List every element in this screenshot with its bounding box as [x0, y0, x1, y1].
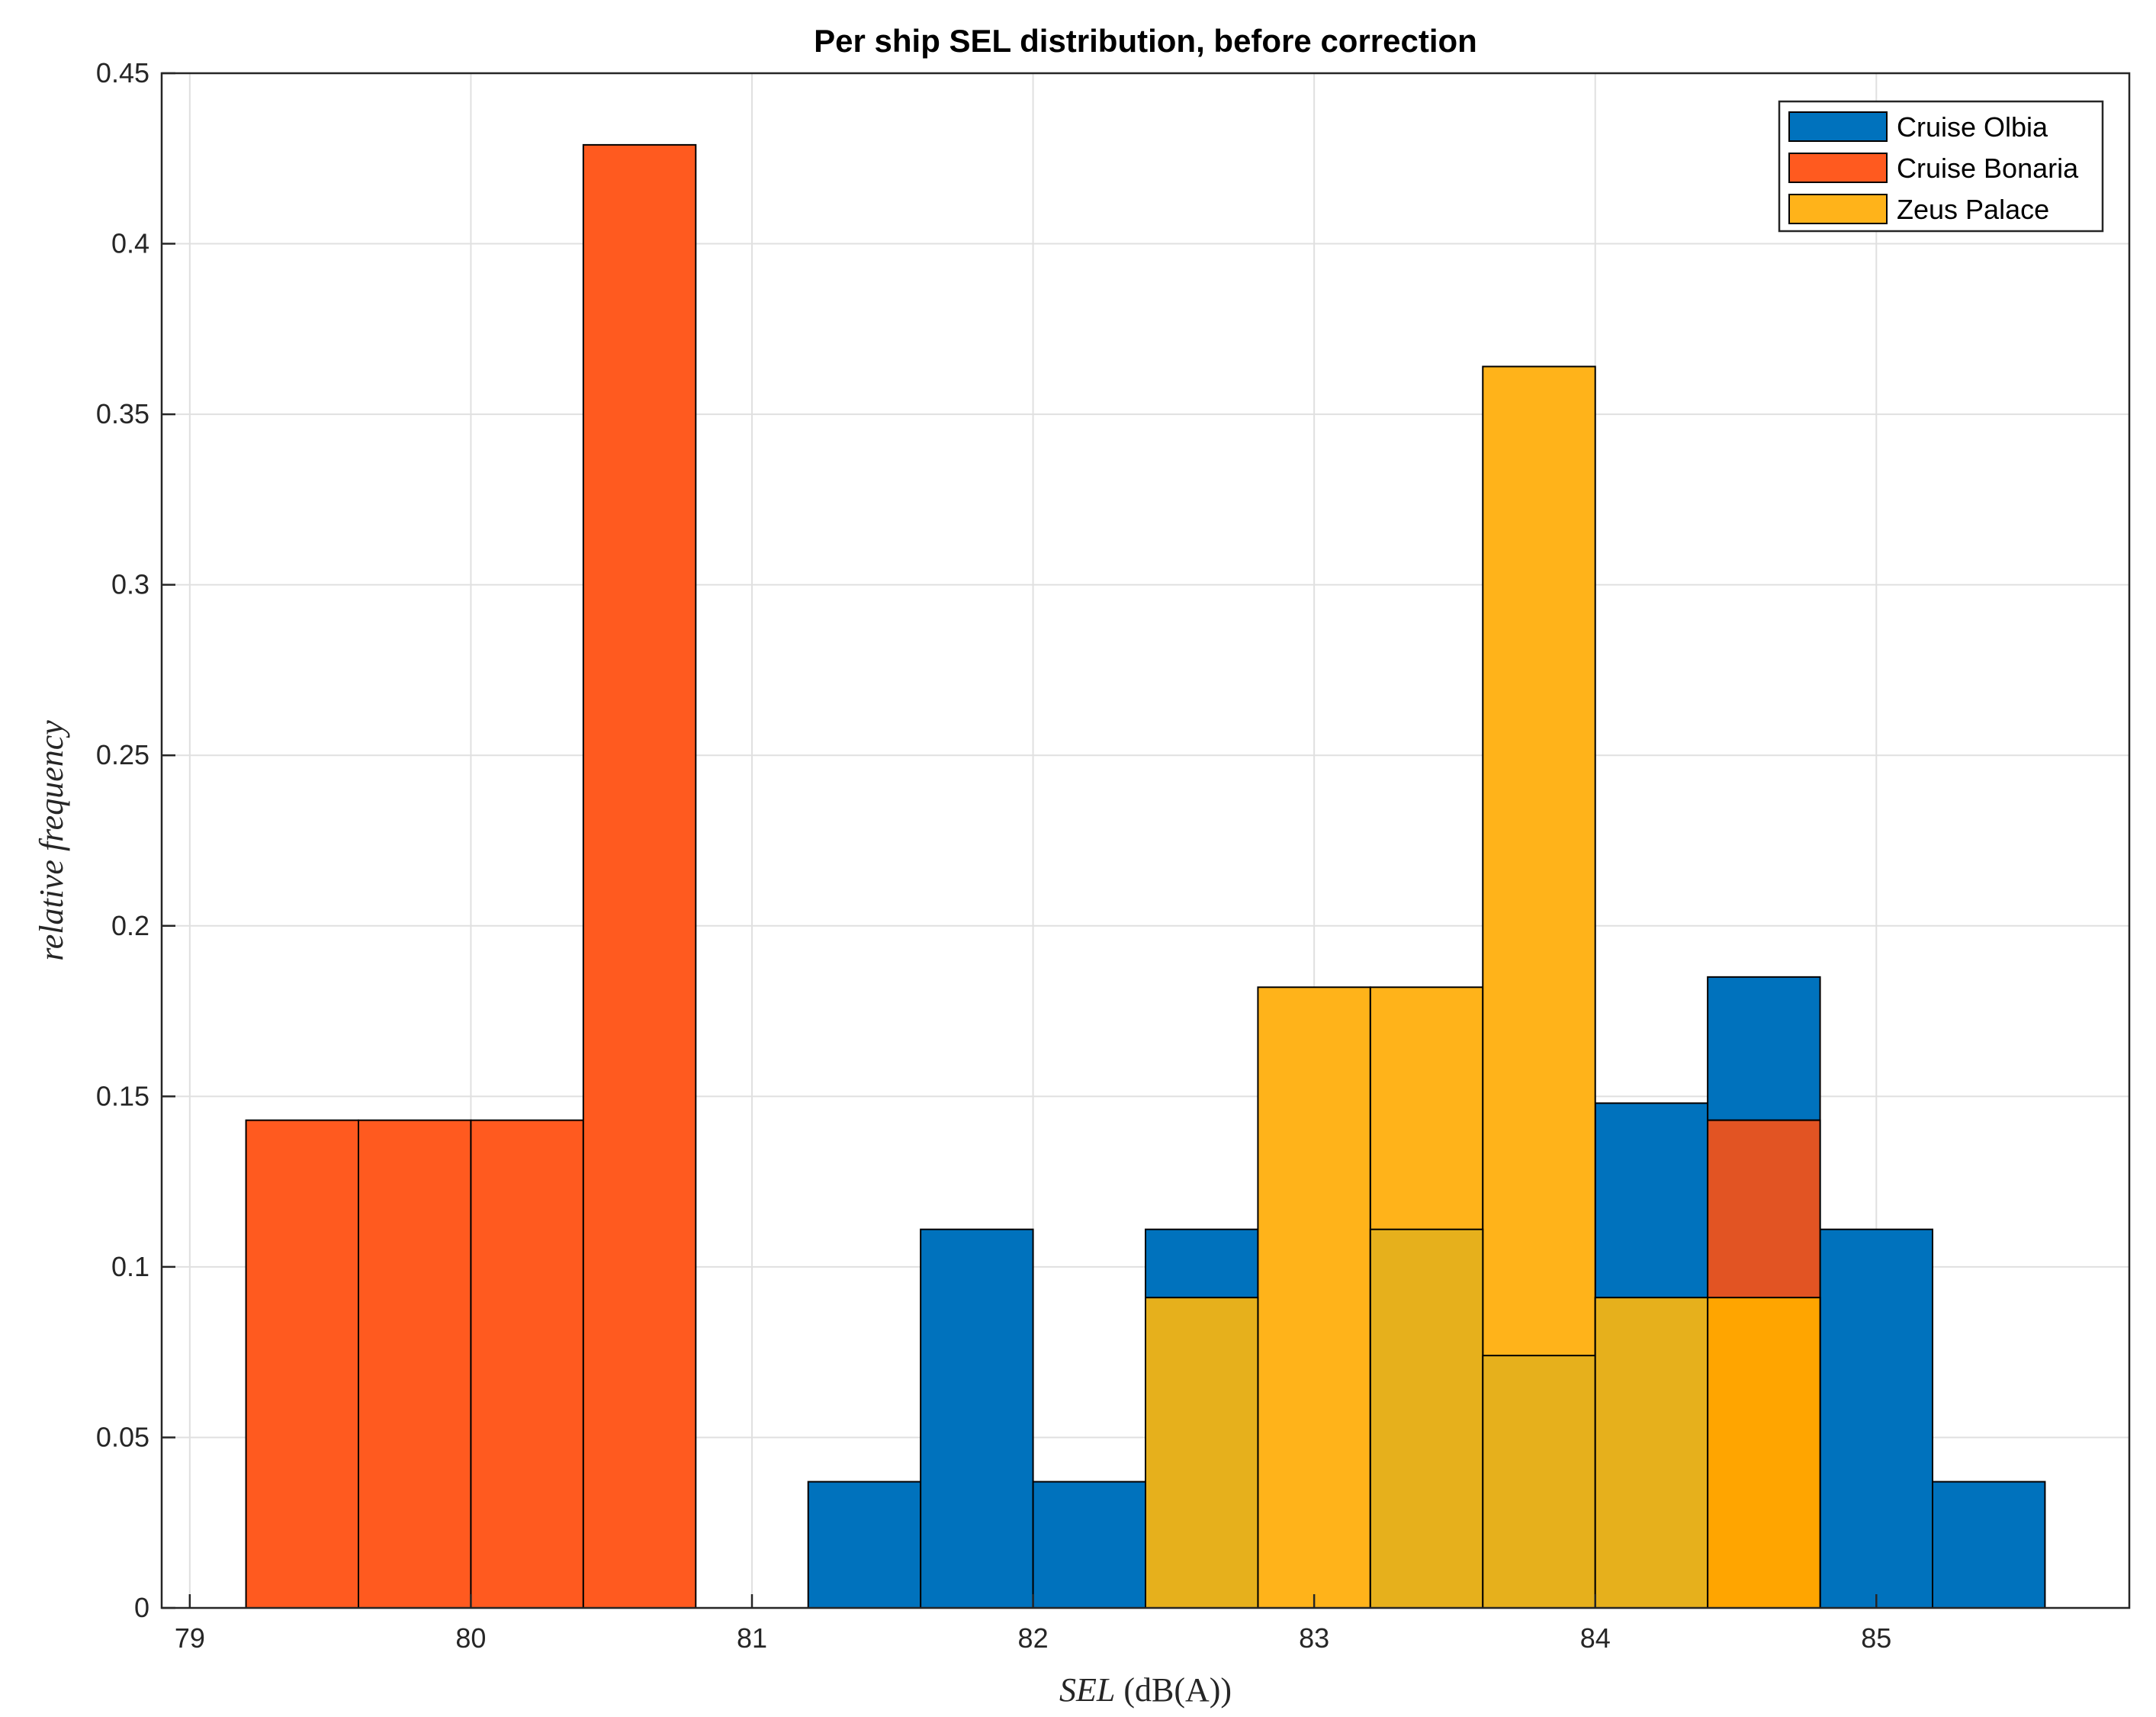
bar-bonaria-1: [358, 1119, 472, 1609]
bar-overlap-olbia-zeus-3: [1145, 1297, 1259, 1609]
y-tick-label-8: 0.4: [111, 228, 149, 259]
y-tick-label-1: 0.05: [96, 1421, 149, 1452]
bar-olbia-2: [1032, 1481, 1146, 1609]
bar-bonaria-2: [470, 1119, 584, 1609]
bar-olbia-9: [1819, 1228, 1934, 1609]
x-tick-label-3: 82: [1018, 1622, 1049, 1654]
legend-label-cruise-olbia: Cruise Olbia: [1897, 111, 2048, 143]
x-tick-label-1: 80: [455, 1622, 486, 1654]
bar-bonaria-3: [582, 143, 697, 1609]
x-axis-label: SEL (dB(A)): [1059, 1671, 1232, 1709]
x-tick-label-2: 81: [737, 1622, 767, 1654]
x-tick-label-5: 84: [1580, 1622, 1611, 1654]
legend: Cruise Olbia Cruise Bonaria Zeus Palace: [1778, 100, 2104, 233]
x-tick-label-6: 85: [1861, 1622, 1891, 1654]
bar-olbia-1: [920, 1228, 1034, 1609]
chart-title: Per ship SEL distribution, before correc…: [814, 23, 1477, 59]
tick-layer: 79 80 81 82 83 84 85 0 0.05 0.1 0.15 0.2 0.25 0.3 0.35…: [96, 57, 1891, 1654]
y-tick-label-2: 0.1: [111, 1251, 149, 1282]
legend-swatch-cruise-bonaria: [1788, 153, 1888, 183]
x-tick-label-0: 79: [175, 1622, 205, 1654]
x-tick-label-4: 83: [1299, 1622, 1329, 1654]
y-tick-label-5: 0.25: [96, 739, 149, 770]
legend-label-cruise-bonaria: Cruise Bonaria: [1897, 153, 2079, 184]
y-axis-label: relative frequency: [33, 720, 70, 961]
y-tick-label-6: 0.3: [111, 569, 149, 600]
y-tick-label-3: 0.15: [96, 1080, 149, 1111]
legend-label-zeus-palace: Zeus Palace: [1897, 194, 2049, 225]
bar-layer: [245, 143, 2046, 1609]
bar-overlap-olbia-zeus-6: [1482, 1355, 1596, 1609]
bar-zeus-1: [1257, 986, 1371, 1609]
y-tick-label-7: 0.35: [96, 398, 149, 429]
legend-swatch-cruise-olbia: [1788, 111, 1888, 142]
y-tick-label-0: 0: [134, 1592, 149, 1623]
bar-overlap-olbia-zeus-7: [1594, 1297, 1709, 1609]
y-tick-label-9: 0.45: [96, 57, 149, 88]
bar-overlap-olbia-zeus-5: [1369, 1228, 1484, 1609]
bar-overlap-bonaria-zeus-8: [1707, 1297, 1821, 1609]
x-axis-label-unit: (dB(A)): [1123, 1671, 1232, 1709]
plot-frame: [160, 72, 2131, 1609]
bar-bonaria-0: [245, 1119, 360, 1609]
bar-olbia-10: [1932, 1481, 2046, 1609]
y-tick-label-4: 0.2: [111, 910, 149, 941]
legend-swatch-zeus-palace: [1788, 194, 1888, 224]
bar-olbia-0: [807, 1481, 922, 1609]
x-axis-label-var: SEL: [1059, 1671, 1115, 1709]
